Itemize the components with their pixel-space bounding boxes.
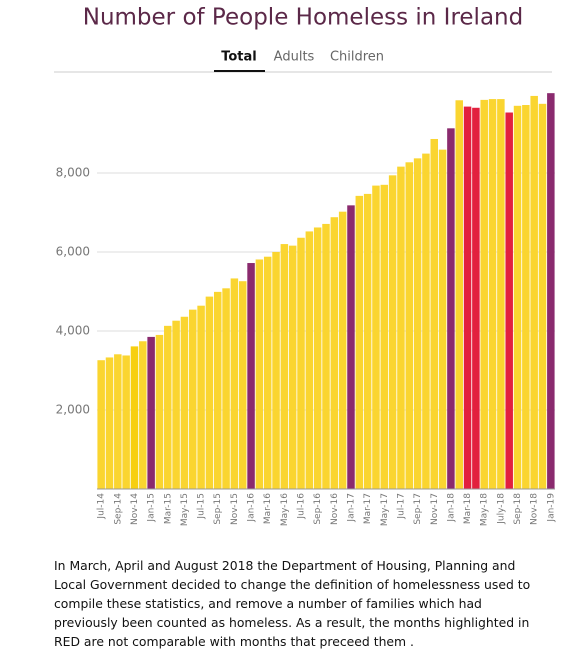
bar bbox=[438, 149, 447, 490]
bar bbox=[122, 355, 130, 489]
bar bbox=[263, 256, 272, 489]
y-tick-label: 4,000 bbox=[56, 323, 90, 337]
bar bbox=[405, 162, 414, 489]
bar bbox=[313, 227, 322, 489]
x-tick-label: May-15 bbox=[180, 493, 190, 526]
x-tick-label: Sep-17 bbox=[413, 493, 423, 525]
x-tick-label: Jul-15 bbox=[197, 493, 207, 520]
y-tick-label: 8,000 bbox=[56, 165, 90, 179]
bar bbox=[280, 244, 289, 489]
x-tick-label: Jan-17 bbox=[346, 493, 356, 523]
x-tick-label: Jul-16 bbox=[297, 493, 307, 520]
bar bbox=[413, 158, 422, 489]
bar bbox=[288, 245, 297, 489]
bar bbox=[530, 95, 538, 489]
bar bbox=[463, 106, 472, 490]
x-tick-label: Mar-17 bbox=[363, 493, 373, 524]
bar bbox=[330, 217, 339, 490]
x-tick-label: Jan-19 bbox=[546, 493, 556, 523]
bar bbox=[297, 237, 305, 489]
y-tick-label: 6,000 bbox=[56, 244, 90, 258]
bar bbox=[97, 360, 105, 489]
tab[interactable]: Total bbox=[221, 50, 257, 65]
bar bbox=[388, 175, 397, 489]
note: In March, April and August 2018 the Depa… bbox=[54, 558, 531, 649]
x-tick-label: Mar-16 bbox=[263, 493, 273, 524]
y-tick-label: 2,000 bbox=[56, 402, 90, 416]
bar bbox=[322, 223, 330, 489]
x-tick-label: Sep-15 bbox=[213, 493, 223, 525]
bar bbox=[338, 211, 347, 490]
x-tick-label: Nov-14 bbox=[130, 493, 140, 525]
bar bbox=[139, 341, 147, 489]
bar bbox=[155, 334, 164, 489]
bar bbox=[397, 166, 405, 490]
x-tick-label: Nov-15 bbox=[230, 493, 240, 525]
bar bbox=[488, 99, 497, 490]
bar bbox=[197, 305, 205, 489]
bar bbox=[105, 357, 114, 489]
bar bbox=[455, 100, 463, 489]
bar bbox=[380, 184, 389, 489]
bar bbox=[213, 291, 222, 489]
bar bbox=[305, 231, 314, 489]
bar bbox=[164, 325, 172, 489]
x-tick-label: Jul-17 bbox=[396, 493, 406, 520]
tab[interactable]: Children bbox=[330, 50, 384, 65]
x-tick-label: May-18 bbox=[480, 493, 490, 526]
bar bbox=[538, 103, 547, 490]
bar bbox=[238, 281, 247, 489]
bar bbox=[547, 93, 555, 489]
bar bbox=[189, 309, 197, 489]
bar bbox=[372, 185, 380, 489]
bar bbox=[147, 336, 155, 489]
bar bbox=[205, 296, 214, 489]
bar bbox=[522, 105, 530, 490]
x-tick-label: Sep-18 bbox=[513, 493, 523, 525]
bar bbox=[363, 193, 372, 490]
chart: Number of People Homeless in Ireland Tot… bbox=[54, 5, 556, 526]
bar bbox=[347, 205, 355, 489]
x-tick-label: Jul-14 bbox=[97, 493, 107, 520]
x-tick-label: Jan-15 bbox=[147, 493, 157, 523]
chart-title: Number of People Homeless in Ireland bbox=[83, 5, 523, 31]
x-tick-label: Mar-15 bbox=[163, 493, 173, 524]
x-tick-label: May-17 bbox=[380, 493, 390, 526]
bar bbox=[114, 354, 122, 489]
x-tick-label: Jan-16 bbox=[247, 493, 257, 523]
bar bbox=[272, 251, 280, 489]
bar bbox=[230, 278, 239, 489]
x-tick-label: May-16 bbox=[280, 493, 290, 526]
bar bbox=[255, 259, 264, 489]
bar bbox=[247, 263, 255, 489]
bar bbox=[430, 138, 439, 489]
bar bbox=[472, 107, 480, 490]
bar bbox=[497, 99, 505, 490]
bar bbox=[222, 288, 230, 489]
x-tick-label: Sep-14 bbox=[113, 493, 123, 525]
x-tick-label: Nov-16 bbox=[330, 493, 340, 525]
bar bbox=[355, 195, 364, 489]
bar bbox=[180, 316, 189, 489]
bar bbox=[172, 320, 180, 489]
x-tick-label: Jan-18 bbox=[446, 493, 456, 523]
x-tick-label: July-18 bbox=[496, 493, 506, 525]
bar bbox=[422, 153, 430, 489]
bar bbox=[130, 346, 139, 489]
bar bbox=[447, 128, 455, 489]
x-tick-label: Nov-18 bbox=[530, 493, 540, 525]
x-tick-label: Mar-18 bbox=[463, 493, 473, 524]
x-tick-label: Nov-17 bbox=[430, 493, 440, 525]
bar bbox=[480, 99, 488, 490]
x-tick-label: Sep-16 bbox=[313, 493, 323, 525]
bar bbox=[513, 105, 522, 490]
bar bbox=[505, 112, 513, 489]
tab[interactable]: Adults bbox=[274, 50, 315, 65]
